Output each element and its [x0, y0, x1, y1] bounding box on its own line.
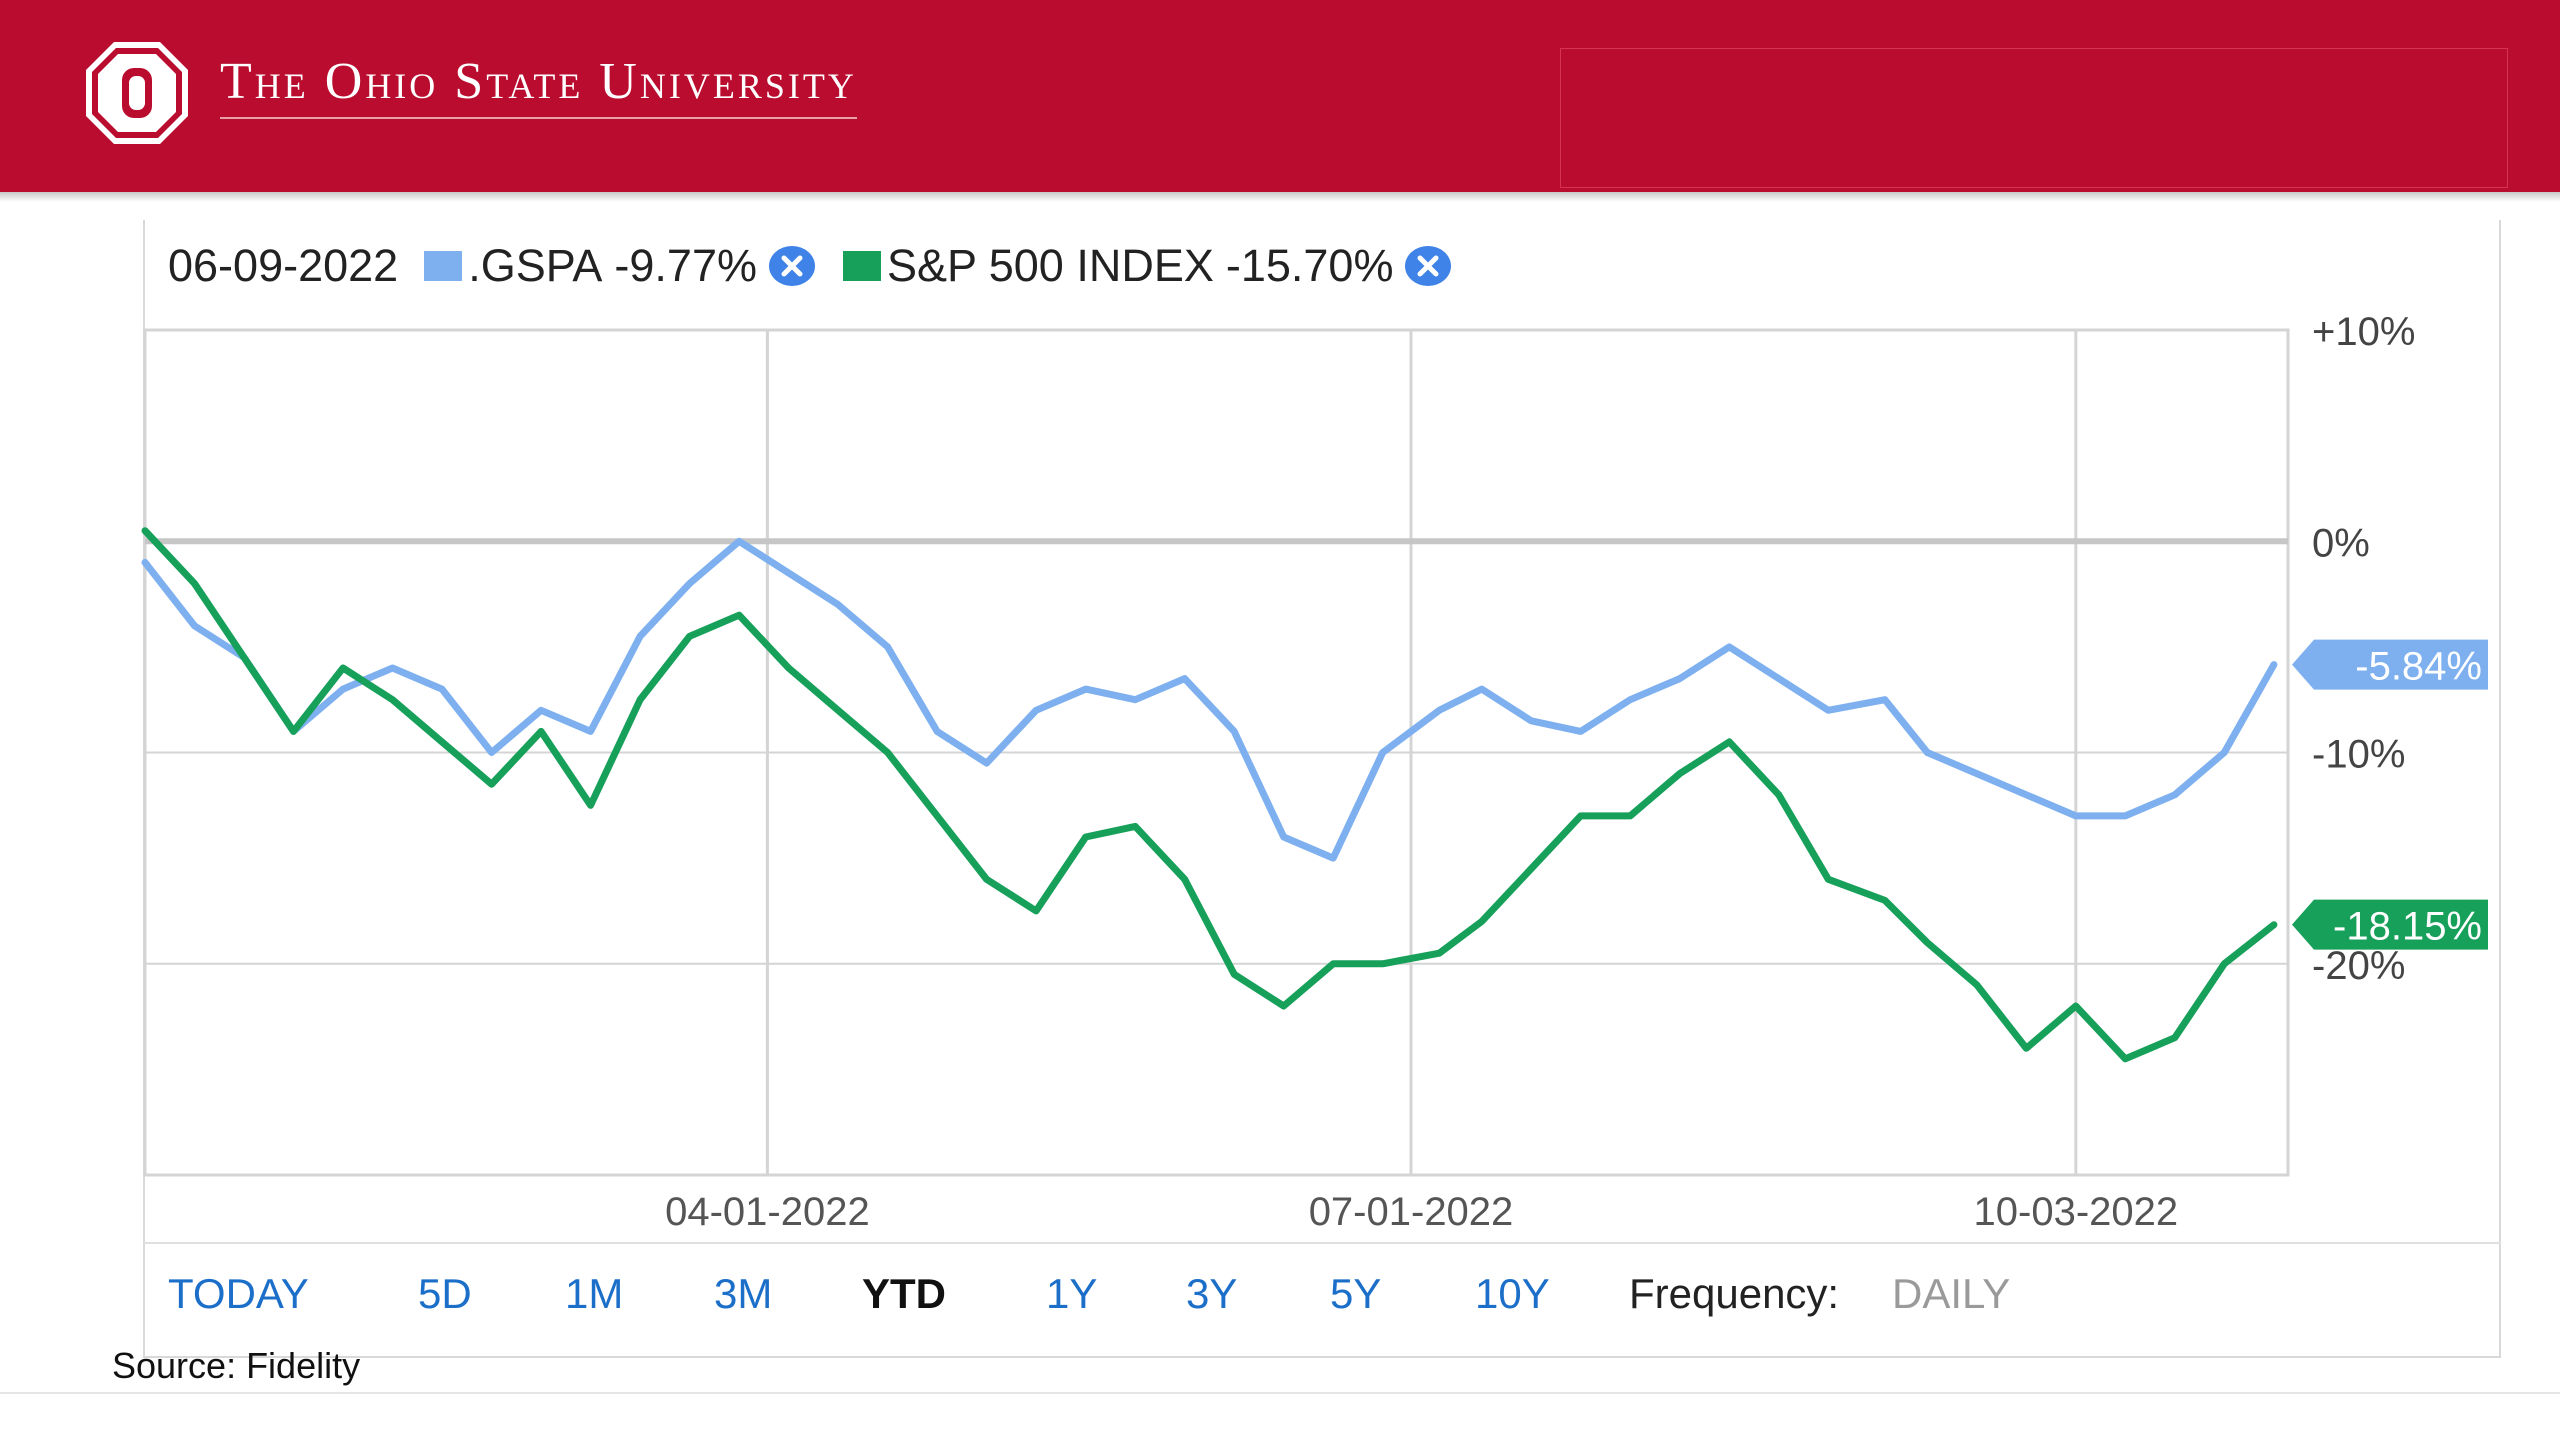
end-label-gspa: -5.84%	[2355, 645, 2482, 689]
legend-label-sp500: S&P 500 INDEX	[887, 240, 1214, 291]
range-1y-button[interactable]: 1Y	[1046, 1270, 1098, 1317]
chart-legend: 06-09-2022 .GSPA -9.77% S&P 500 INDEX -1…	[168, 236, 1479, 296]
range-ytd-button[interactable]: YTD	[862, 1270, 946, 1317]
banner-shadow	[0, 192, 2560, 202]
range-3y-button[interactable]: 3Y	[1186, 1270, 1238, 1317]
frequency-value[interactable]: DAILY	[1892, 1270, 2011, 1317]
legend-swatch-sp500	[843, 251, 881, 281]
header-banner: The Ohio State University	[0, 0, 2560, 192]
range-today-button[interactable]: TODAY	[168, 1270, 309, 1317]
y-tick-label: -20%	[2312, 944, 2405, 988]
y-tick-label: -10%	[2312, 733, 2405, 777]
range-1m-button[interactable]: 1M	[565, 1270, 624, 1317]
series-line-sp500	[141, 527, 2278, 1063]
series-line-gspa	[141, 537, 2278, 862]
end-label-tag-gspa	[2292, 639, 2488, 690]
end-label-sp500: -18.15%	[2333, 905, 2482, 949]
university-name: The Ohio State University	[220, 52, 857, 119]
frequency-label: Frequency:	[1629, 1270, 1840, 1317]
x-tick-label: 10-03-2022	[1974, 1190, 2179, 1234]
source-note: Source: Fidelity	[112, 1345, 361, 1386]
university-logo	[86, 42, 188, 144]
range-5y-button[interactable]: 5Y	[1330, 1270, 1382, 1317]
legend-date: 06-09-2022	[168, 240, 399, 291]
header-panel	[1560, 48, 2508, 188]
y-tick-label: +10%	[2312, 310, 2415, 354]
range-10y-button[interactable]: 10Y	[1475, 1270, 1550, 1317]
remove-sp500-icon[interactable]	[1405, 246, 1452, 286]
legend-label-gspa: .GSPA	[468, 240, 603, 291]
card-separator	[143, 1242, 2501, 1244]
line-chart: +10% 0% -10% -20% 04-01-2022 07-01-2022 10-03-…	[141, 310, 2488, 1234]
remove-gspa-icon[interactable]	[769, 246, 815, 286]
legend-swatch-gspa	[424, 251, 463, 281]
x-tick-label: 07-01-2022	[1309, 1190, 1514, 1234]
y-tick-label: 0%	[2312, 521, 2370, 565]
range-5d-button[interactable]: 5D	[418, 1270, 472, 1317]
legend-value-gspa: -9.77%	[614, 240, 757, 291]
legend-value-sp500: -15.70%	[1225, 240, 1394, 291]
x-tick-label: 04-01-2022	[665, 1190, 870, 1234]
end-label-tag-sp500	[2292, 899, 2488, 950]
range-3m-button[interactable]: 3M	[714, 1270, 773, 1317]
footer-rule	[0, 1392, 2560, 1394]
